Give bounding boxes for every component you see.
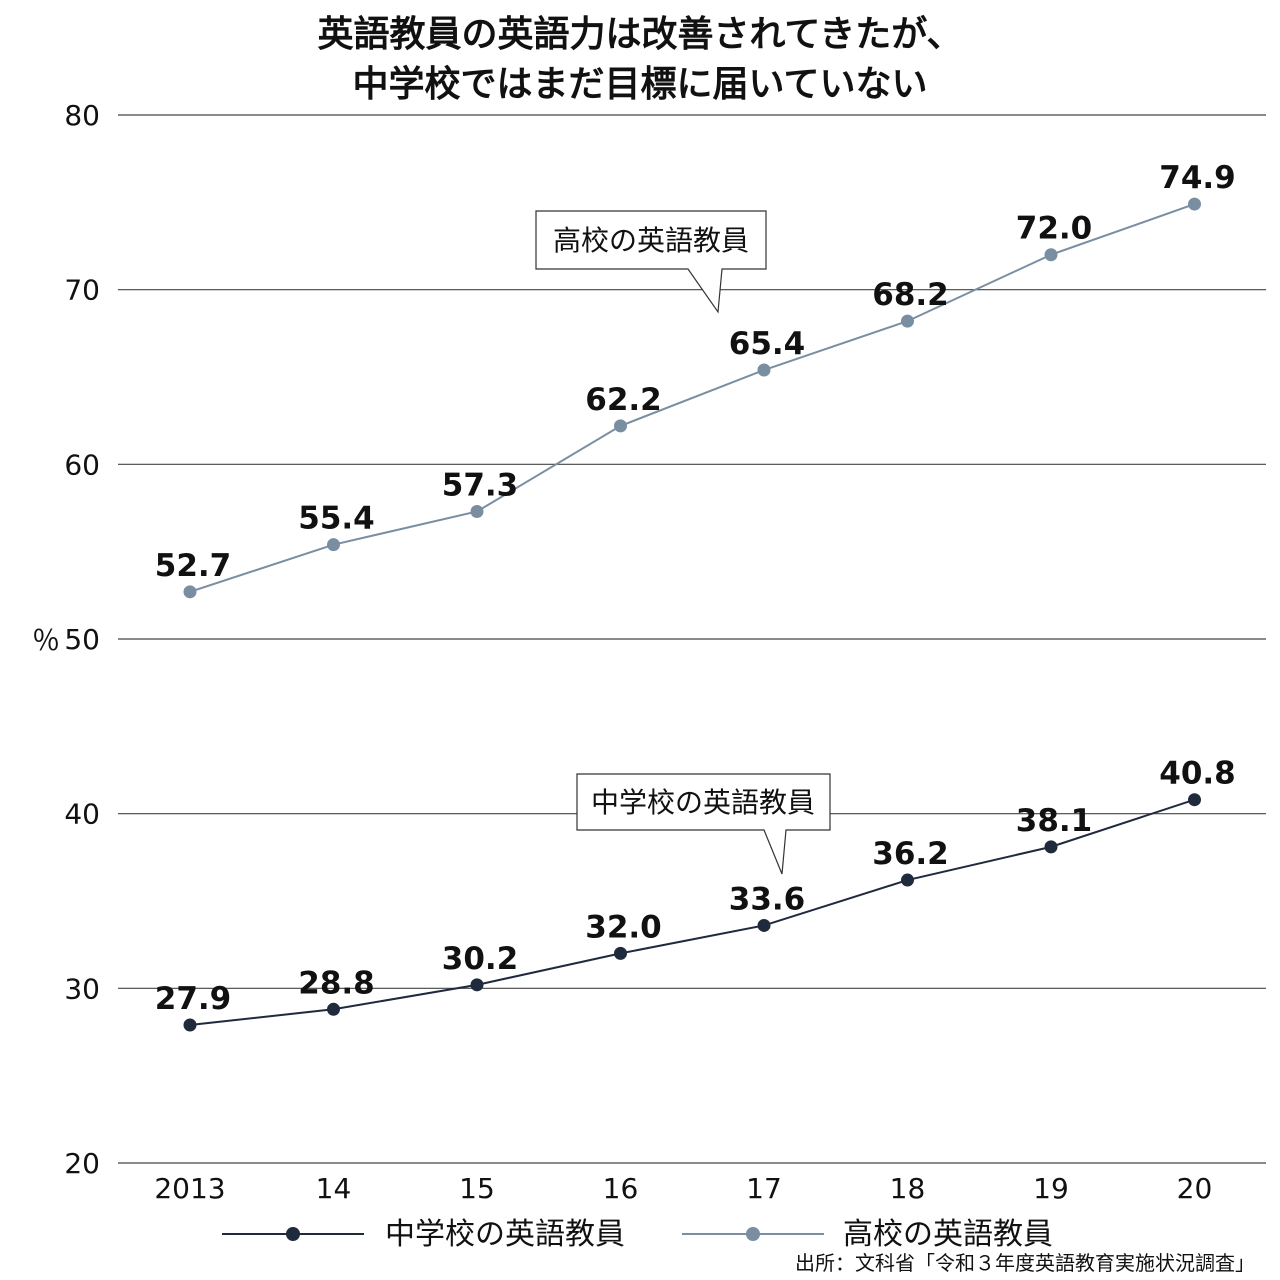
data-label: 28.8	[298, 965, 375, 1001]
series-line	[189, 798, 1195, 1027]
x-tick-label: 20	[1177, 1172, 1213, 1205]
data-label: 62.2	[585, 382, 662, 418]
y-tick-label: 40	[64, 798, 100, 831]
series-0: 27.9 28.8 30.2 32.0 33.6 36.2 38.1 40.8	[155, 756, 1236, 1032]
data-point	[327, 538, 340, 552]
x-tick-label: 16	[603, 1172, 639, 1205]
callout-label: 高校の英語教員	[553, 224, 749, 257]
x-tick-label: 17	[746, 1172, 782, 1205]
x-tick-label: 19	[1033, 1172, 1069, 1205]
y-tick-label: 60	[64, 448, 100, 481]
data-point	[1188, 793, 1201, 807]
data-point	[901, 873, 914, 887]
x-tick-label: 15	[459, 1172, 495, 1205]
data-label: 68.2	[872, 277, 949, 313]
data-point	[614, 946, 627, 960]
callout-1: 高校の英語教員	[535, 210, 767, 314]
data-label: 72.0	[1016, 211, 1093, 247]
data-label: 57.3	[442, 467, 519, 503]
data-point	[183, 585, 197, 599]
source-note: 出所：文科省「令和３年度英語教育実施状況調査」	[795, 1251, 1255, 1275]
y-tick-label: 50	[64, 623, 100, 656]
data-point	[327, 1002, 340, 1016]
data-label: 32.0	[585, 909, 662, 945]
series-1: 52.7 55.4 57.3 62.2 65.4 68.2 72.0 74.9	[155, 160, 1236, 599]
data-point	[901, 314, 914, 328]
series-line	[189, 203, 1195, 593]
data-point	[470, 504, 484, 518]
data-label: 65.4	[729, 326, 806, 362]
legend-item-1: 高校の英語教員	[682, 1217, 1053, 1252]
data-point	[470, 978, 484, 992]
data-label: 27.9	[155, 981, 232, 1017]
y-axis-ticks: 20 30 40 50 60 70 80	[64, 99, 100, 1180]
y-tick-label: 80	[64, 99, 100, 132]
y-tick-label: 20	[64, 1147, 100, 1180]
callout-box	[576, 773, 831, 875]
data-point	[183, 1018, 197, 1032]
chart-title-line-1: 英語教員の英語力は改善されてきたが、	[317, 14, 963, 55]
data-label: 40.8	[1159, 756, 1236, 792]
data-label: 30.2	[442, 941, 519, 977]
data-point	[614, 419, 627, 433]
legend-swatch-marker	[286, 1227, 300, 1241]
callout-box	[535, 210, 767, 314]
legend-item-0: 中学校の英語教員	[222, 1217, 625, 1252]
legend: 中学校の英語教員 高校の英語教員	[222, 1217, 1053, 1252]
series-group: 27.9 28.8 30.2 32.0 33.6 36.2 38.1 40.8 52.7 55.4…	[155, 160, 1236, 1032]
x-tick-label: 14	[316, 1172, 352, 1205]
legend-label: 高校の英語教員	[843, 1217, 1053, 1252]
chart-title: 英語教員の英語力は改善されてきたが、 中学校ではまだ目標に届いていない	[0, 10, 1280, 110]
x-tick-label: 2013	[154, 1172, 225, 1205]
data-label: 55.4	[298, 501, 375, 537]
data-point	[1044, 248, 1058, 262]
data-point	[1188, 197, 1201, 211]
x-tick-label: 18	[890, 1172, 926, 1205]
y-axis-label: ％	[32, 624, 60, 657]
data-point	[1044, 840, 1058, 854]
y-tick-label: 30	[64, 972, 100, 1005]
chart-title-line-2: 中学校ではまだ目標に届いていない	[352, 64, 928, 105]
y-tick-label: 70	[64, 274, 100, 307]
data-label: 38.1	[1016, 803, 1093, 839]
x-axis-ticks: 2013 14 15 16 17 18 19 20	[154, 1172, 1212, 1205]
data-point	[757, 918, 771, 932]
callout-0: 中学校の英語教員	[576, 773, 831, 875]
data-label: 52.7	[155, 548, 232, 584]
data-point	[757, 363, 771, 377]
legend-swatch-marker	[746, 1227, 760, 1241]
legend-label: 中学校の英語教員	[385, 1217, 625, 1252]
callout-label: 中学校の英語教員	[591, 786, 815, 819]
data-label: 74.9	[1159, 160, 1236, 196]
data-label: 36.2	[872, 836, 949, 872]
data-label: 33.6	[729, 881, 806, 917]
